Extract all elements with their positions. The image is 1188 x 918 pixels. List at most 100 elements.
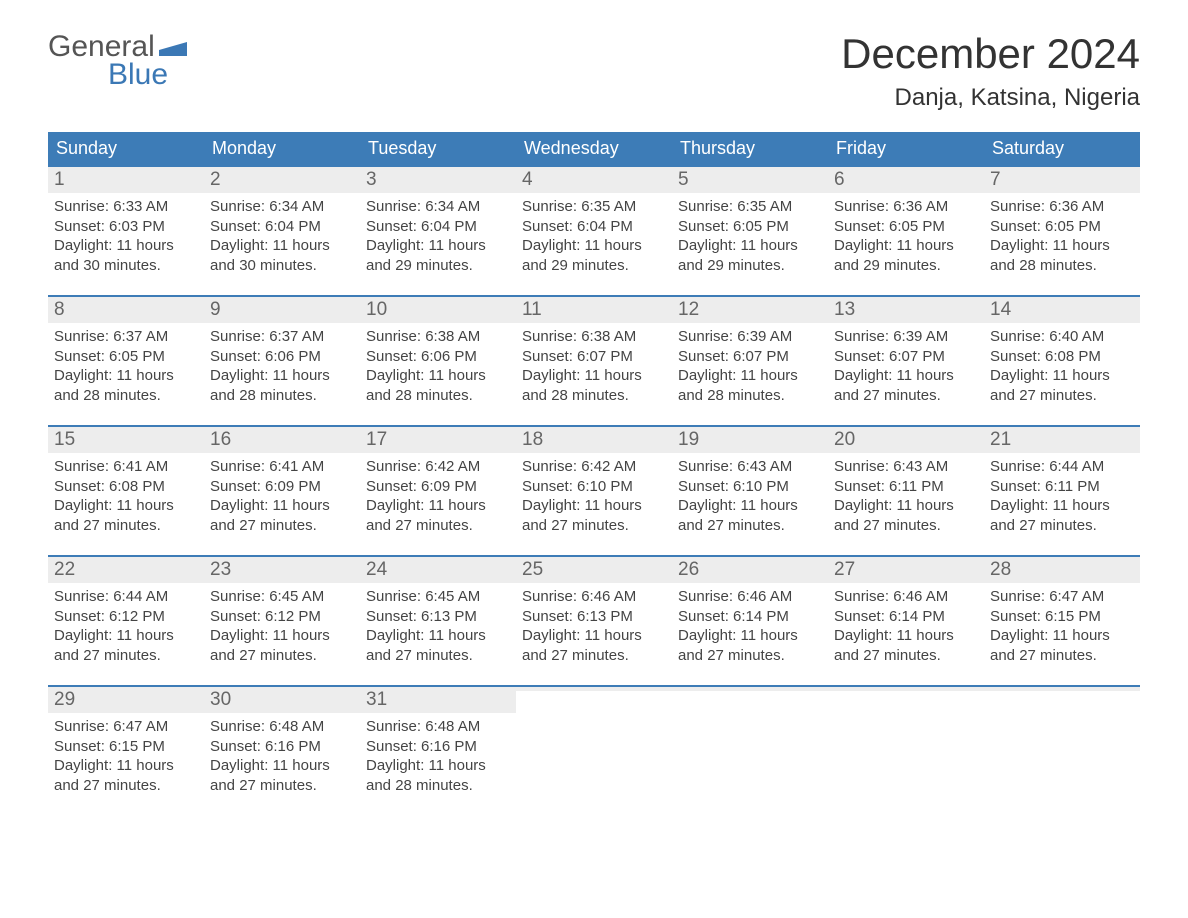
cell-body: Sunrise: 6:37 AMSunset: 6:06 PMDaylight:… bbox=[204, 323, 360, 411]
calendar-cell: 25Sunrise: 6:46 AMSunset: 6:13 PMDayligh… bbox=[516, 557, 672, 671]
sunrise-text: Sunrise: 6:35 AM bbox=[522, 197, 666, 217]
daylight1-text: Daylight: 11 hours bbox=[210, 626, 354, 646]
day-number: 28 bbox=[984, 557, 1140, 583]
day-number: 29 bbox=[48, 687, 204, 713]
sunset-text: Sunset: 6:04 PM bbox=[522, 217, 666, 237]
daylight2-text: and 27 minutes. bbox=[210, 646, 354, 666]
calendar-cell: 28Sunrise: 6:47 AMSunset: 6:15 PMDayligh… bbox=[984, 557, 1140, 671]
sunset-text: Sunset: 6:10 PM bbox=[678, 477, 822, 497]
calendar-cell: 10Sunrise: 6:38 AMSunset: 6:06 PMDayligh… bbox=[360, 297, 516, 411]
sunset-text: Sunset: 6:05 PM bbox=[678, 217, 822, 237]
calendar-week: 1Sunrise: 6:33 AMSunset: 6:03 PMDaylight… bbox=[48, 165, 1140, 281]
daylight1-text: Daylight: 11 hours bbox=[366, 366, 510, 386]
cell-body: Sunrise: 6:43 AMSunset: 6:10 PMDaylight:… bbox=[672, 453, 828, 541]
day-header-sunday: Sunday bbox=[48, 132, 204, 165]
sunrise-text: Sunrise: 6:39 AM bbox=[834, 327, 978, 347]
daylight2-text: and 28 minutes. bbox=[366, 776, 510, 796]
sunset-text: Sunset: 6:03 PM bbox=[54, 217, 198, 237]
daylight2-text: and 28 minutes. bbox=[522, 386, 666, 406]
daylight2-text: and 27 minutes. bbox=[990, 646, 1134, 666]
sunrise-text: Sunrise: 6:47 AM bbox=[990, 587, 1134, 607]
sunset-text: Sunset: 6:08 PM bbox=[990, 347, 1134, 367]
daylight1-text: Daylight: 11 hours bbox=[54, 366, 198, 386]
daylight2-text: and 28 minutes. bbox=[210, 386, 354, 406]
daylight1-text: Daylight: 11 hours bbox=[54, 626, 198, 646]
day-header-friday: Friday bbox=[828, 132, 984, 165]
day-header-saturday: Saturday bbox=[984, 132, 1140, 165]
daylight2-text: and 27 minutes. bbox=[210, 516, 354, 536]
sunset-text: Sunset: 6:09 PM bbox=[366, 477, 510, 497]
daylight2-text: and 28 minutes. bbox=[366, 386, 510, 406]
calendar-cell: 31Sunrise: 6:48 AMSunset: 6:16 PMDayligh… bbox=[360, 687, 516, 801]
daylight1-text: Daylight: 11 hours bbox=[366, 496, 510, 516]
sunset-text: Sunset: 6:16 PM bbox=[210, 737, 354, 757]
brand-word-blue: Blue bbox=[108, 58, 187, 92]
calendar-cell bbox=[516, 687, 672, 801]
day-header-thursday: Thursday bbox=[672, 132, 828, 165]
calendar-week: 22Sunrise: 6:44 AMSunset: 6:12 PMDayligh… bbox=[48, 555, 1140, 671]
cell-body: Sunrise: 6:41 AMSunset: 6:08 PMDaylight:… bbox=[48, 453, 204, 541]
sunrise-text: Sunrise: 6:43 AM bbox=[678, 457, 822, 477]
day-number: 19 bbox=[672, 427, 828, 453]
sunset-text: Sunset: 6:13 PM bbox=[522, 607, 666, 627]
cell-body: Sunrise: 6:41 AMSunset: 6:09 PMDaylight:… bbox=[204, 453, 360, 541]
day-number: 26 bbox=[672, 557, 828, 583]
day-number bbox=[828, 687, 984, 691]
sunrise-text: Sunrise: 6:46 AM bbox=[522, 587, 666, 607]
sunset-text: Sunset: 6:13 PM bbox=[366, 607, 510, 627]
page-header: General Blue December 2024 Danja, Katsin… bbox=[48, 30, 1140, 122]
daylight1-text: Daylight: 11 hours bbox=[678, 366, 822, 386]
cell-body: Sunrise: 6:36 AMSunset: 6:05 PMDaylight:… bbox=[828, 193, 984, 281]
calendar-cell: 5Sunrise: 6:35 AMSunset: 6:05 PMDaylight… bbox=[672, 167, 828, 281]
sunset-text: Sunset: 6:06 PM bbox=[210, 347, 354, 367]
calendar-cell: 23Sunrise: 6:45 AMSunset: 6:12 PMDayligh… bbox=[204, 557, 360, 671]
day-number: 22 bbox=[48, 557, 204, 583]
cell-body: Sunrise: 6:38 AMSunset: 6:07 PMDaylight:… bbox=[516, 323, 672, 411]
day-number: 10 bbox=[360, 297, 516, 323]
daylight1-text: Daylight: 11 hours bbox=[522, 626, 666, 646]
sunset-text: Sunset: 6:11 PM bbox=[834, 477, 978, 497]
day-number: 15 bbox=[48, 427, 204, 453]
sunset-text: Sunset: 6:14 PM bbox=[834, 607, 978, 627]
sunrise-text: Sunrise: 6:45 AM bbox=[210, 587, 354, 607]
sunrise-text: Sunrise: 6:37 AM bbox=[54, 327, 198, 347]
daylight1-text: Daylight: 11 hours bbox=[366, 626, 510, 646]
daylight1-text: Daylight: 11 hours bbox=[366, 236, 510, 256]
cell-body: Sunrise: 6:35 AMSunset: 6:05 PMDaylight:… bbox=[672, 193, 828, 281]
sunrise-text: Sunrise: 6:48 AM bbox=[366, 717, 510, 737]
day-header-wednesday: Wednesday bbox=[516, 132, 672, 165]
day-header-monday: Monday bbox=[204, 132, 360, 165]
sunset-text: Sunset: 6:15 PM bbox=[54, 737, 198, 757]
calendar-cell: 1Sunrise: 6:33 AMSunset: 6:03 PMDaylight… bbox=[48, 167, 204, 281]
calendar-cell: 30Sunrise: 6:48 AMSunset: 6:16 PMDayligh… bbox=[204, 687, 360, 801]
calendar-cell bbox=[984, 687, 1140, 801]
day-number: 30 bbox=[204, 687, 360, 713]
cell-body: Sunrise: 6:45 AMSunset: 6:12 PMDaylight:… bbox=[204, 583, 360, 671]
day-number: 31 bbox=[360, 687, 516, 713]
sunrise-text: Sunrise: 6:34 AM bbox=[210, 197, 354, 217]
day-number: 6 bbox=[828, 167, 984, 193]
daylight2-text: and 27 minutes. bbox=[678, 516, 822, 536]
daylight2-text: and 27 minutes. bbox=[834, 646, 978, 666]
daylight2-text: and 28 minutes. bbox=[990, 256, 1134, 276]
sunrise-text: Sunrise: 6:47 AM bbox=[54, 717, 198, 737]
cell-body: Sunrise: 6:35 AMSunset: 6:04 PMDaylight:… bbox=[516, 193, 672, 281]
daylight2-text: and 27 minutes. bbox=[834, 516, 978, 536]
sunset-text: Sunset: 6:06 PM bbox=[366, 347, 510, 367]
brand-logo: General Blue bbox=[48, 30, 187, 92]
daylight1-text: Daylight: 11 hours bbox=[990, 236, 1134, 256]
sunrise-text: Sunrise: 6:43 AM bbox=[834, 457, 978, 477]
calendar-cell: 20Sunrise: 6:43 AMSunset: 6:11 PMDayligh… bbox=[828, 427, 984, 541]
sunset-text: Sunset: 6:05 PM bbox=[834, 217, 978, 237]
sunset-text: Sunset: 6:12 PM bbox=[54, 607, 198, 627]
daylight1-text: Daylight: 11 hours bbox=[54, 496, 198, 516]
day-number: 18 bbox=[516, 427, 672, 453]
daylight2-text: and 27 minutes. bbox=[834, 386, 978, 406]
calendar-week: 8Sunrise: 6:37 AMSunset: 6:05 PMDaylight… bbox=[48, 295, 1140, 411]
calendar-cell: 7Sunrise: 6:36 AMSunset: 6:05 PMDaylight… bbox=[984, 167, 1140, 281]
sunrise-text: Sunrise: 6:42 AM bbox=[366, 457, 510, 477]
sunrise-text: Sunrise: 6:46 AM bbox=[834, 587, 978, 607]
day-number: 27 bbox=[828, 557, 984, 583]
sunrise-text: Sunrise: 6:48 AM bbox=[210, 717, 354, 737]
daylight1-text: Daylight: 11 hours bbox=[990, 626, 1134, 646]
